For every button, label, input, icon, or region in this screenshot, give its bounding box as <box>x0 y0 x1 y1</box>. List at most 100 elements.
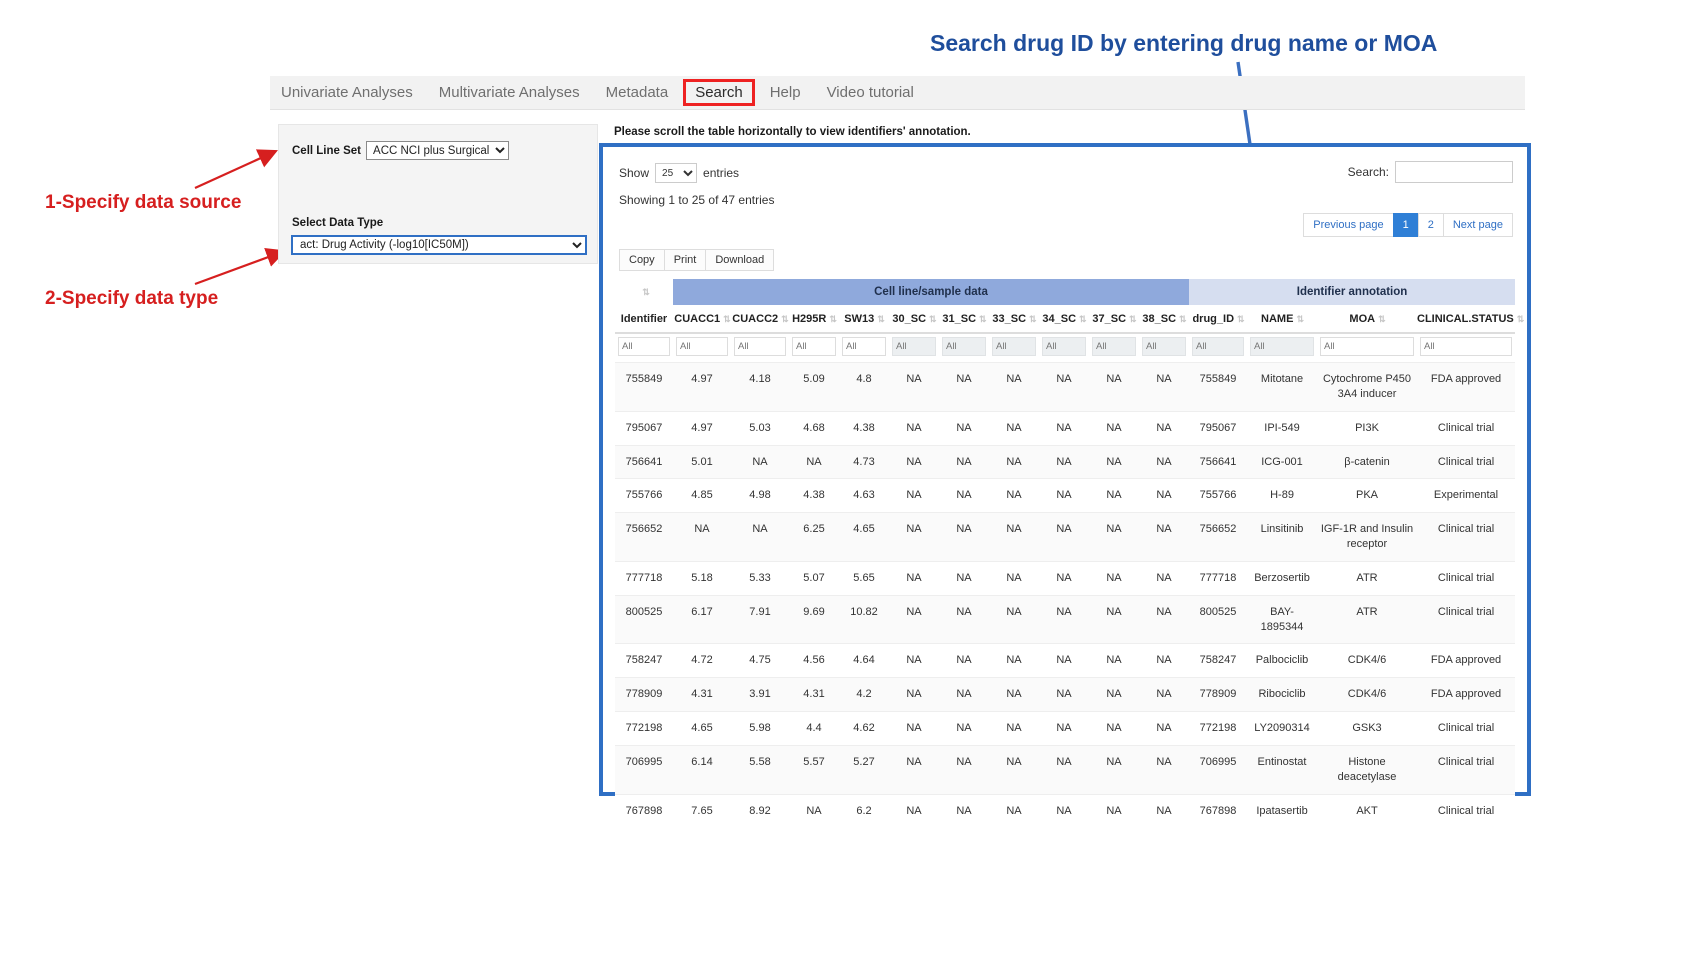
table-cell-33-sc: NA <box>989 512 1039 562</box>
table-cell-cuacc2: 4.18 <box>731 362 789 412</box>
filter-input-37-sc[interactable] <box>1092 337 1136 356</box>
table-row[interactable]: 756652 NA NA 6.25 4.65 NA NA NA NA NA NA 756652 Lins… <box>615 512 1516 562</box>
table-row[interactable]: 758247 4.72 4.75 4.56 4.64 NA NA NA NA NA NA 758247… <box>615 643 1516 678</box>
sort-icon[interactable]: ⇅ <box>1079 313 1086 324</box>
table-row[interactable]: 755849 4.97 4.18 5.09 4.8 NA NA NA NA NA NA 755849 M… <box>615 362 1516 412</box>
control-panel: Cell Line Set ACC NCI plus Surgical Sele… <box>278 124 598 264</box>
table-cell-name: LY2090314 <box>1247 711 1318 746</box>
select-data-type-dropdown[interactable]: act: Drug Activity (-log10[IC50M]) <box>291 235 587 255</box>
filter-input-33-sc[interactable] <box>992 337 1036 356</box>
sort-icon[interactable]: ⇅ <box>979 313 986 324</box>
page-2-button[interactable]: 2 <box>1417 213 1444 237</box>
filter-input-drug-id[interactable] <box>1192 337 1245 356</box>
filter-input-30-sc[interactable] <box>892 337 936 356</box>
column-header-sw13[interactable]: SW13 ⇅ <box>839 305 889 334</box>
sort-icon[interactable]: ⇅ <box>877 313 884 324</box>
column-header-33-sc[interactable]: 33_SC ⇅ <box>989 305 1039 334</box>
table-cell-sw13: 5.65 <box>839 560 889 596</box>
nav-item-multivariate-analyses[interactable]: Multivariate Analyses <box>438 84 580 101</box>
column-header-clinical-status[interactable]: CLINICAL.STATUS ⇅ <box>1417 305 1524 334</box>
sort-icon[interactable]: ⇅ <box>1129 313 1136 324</box>
column-header-31-sc[interactable]: 31_SC ⇅ <box>939 305 989 334</box>
table-cell-30-sc: NA <box>889 643 939 678</box>
table-row[interactable]: 755766 4.85 4.98 4.38 4.63 NA NA NA NA NA NA 755766… <box>615 478 1516 513</box>
sort-icon[interactable]: ⇅ <box>1296 313 1303 324</box>
table-cell-clinical-status: Clinical trial <box>1417 793 1516 828</box>
entries-per-page-select[interactable]: 25 <box>655 163 698 183</box>
table-row[interactable]: 772198 4.65 5.98 4.4 4.62 NA NA NA NA NA NA 772198 L… <box>615 711 1516 746</box>
copy-button[interactable]: Copy <box>619 249 665 271</box>
column-header-30-sc[interactable]: 30_SC ⇅ <box>889 305 939 334</box>
nav-item-univariate-analyses[interactable]: Univariate Analyses <box>281 84 413 101</box>
filter-input-38-sc[interactable] <box>1142 337 1187 356</box>
filter-input-name[interactable] <box>1250 337 1315 356</box>
showing-entries-info: Showing 1 to 25 of 47 entries <box>619 193 775 207</box>
table-row[interactable]: 778909 4.31 3.91 4.31 4.2 NA NA NA NA NA NA 778909 R… <box>615 677 1516 712</box>
filter-input-cuacc1[interactable] <box>676 337 728 356</box>
page-1-button[interactable]: 1 <box>1392 213 1419 237</box>
sort-icon[interactable]: ⇅ <box>723 313 730 324</box>
filter-input-sw13[interactable] <box>842 337 886 356</box>
sort-icon[interactable]: ⇅ <box>781 313 788 324</box>
column-header-h295r[interactable]: H295R ⇅ <box>789 305 839 334</box>
table-cell-identifier: 706995 <box>615 744 673 795</box>
sort-icon[interactable]: ⇅ <box>1378 313 1385 324</box>
sort-icon[interactable]: ⇅ <box>1516 313 1524 324</box>
cell-line-set-select[interactable]: ACC NCI plus Surgical <box>366 141 510 160</box>
table-cell-37-sc: NA <box>1089 362 1139 412</box>
table-cell-name: Ribociclib <box>1247 677 1318 712</box>
print-button[interactable]: Print <box>663 249 707 271</box>
filter-input-moa[interactable] <box>1320 337 1415 356</box>
column-header-name[interactable]: NAME ⇅ <box>1247 305 1318 334</box>
filter-input-clinical-status[interactable] <box>1420 337 1513 356</box>
table-cell-identifier: 767898 <box>615 793 673 828</box>
table-cell-name: IPI-549 <box>1247 410 1318 446</box>
column-header-cuacc2[interactable]: CUACC2 ⇅ <box>731 305 789 334</box>
table-cell-31-sc: NA <box>939 744 989 795</box>
column-header-34-sc[interactable]: 34_SC ⇅ <box>1039 305 1089 334</box>
table-cell-h295r: 4.38 <box>789 478 839 513</box>
table-row[interactable]: 777718 5.18 5.33 5.07 5.65 NA NA NA NA NA NA 777718… <box>615 560 1516 596</box>
table-search-input[interactable] <box>1395 161 1513 183</box>
previous-page-button[interactable]: Previous page <box>1303 213 1394 237</box>
table-cell-cuacc2: 5.98 <box>731 711 789 746</box>
filter-input-identifier[interactable] <box>618 337 670 356</box>
select-data-type-label: Select Data Type <box>292 217 384 229</box>
column-header-identifier[interactable]: Identifier <box>615 305 673 334</box>
nav-item-help[interactable]: Help <box>769 84 801 101</box>
table-row[interactable]: 795067 4.97 5.03 4.68 4.38 NA NA NA NA NA NA 795067… <box>615 410 1516 446</box>
group-header-identifier-annotation: Identifier annotation <box>1189 279 1516 305</box>
sort-icon[interactable]: ⇅ <box>1179 313 1186 324</box>
table-cell-38-sc: NA <box>1139 362 1190 412</box>
table-cell-33-sc: NA <box>989 560 1039 596</box>
table-cell-drug-id: 777718 <box>1189 560 1248 596</box>
sort-icon[interactable]: ⇅ <box>929 313 936 324</box>
column-header-drug-id[interactable]: drug_ID ⇅ <box>1189 305 1248 334</box>
sort-icon[interactable]: ⇅ <box>642 287 649 297</box>
scroll-hint-text: Please scroll the table horizontally to … <box>614 126 971 138</box>
table-cell-sw13: 4.38 <box>839 410 889 446</box>
sort-icon[interactable]: ⇅ <box>1237 313 1244 324</box>
table-row[interactable]: 756641 5.01 NA NA 4.73 NA NA NA NA NA NA 756641 ICG-… <box>615 444 1516 479</box>
nav-item-metadata[interactable]: Metadata <box>605 84 669 101</box>
table-row[interactable]: 800525 6.17 7.91 9.69 10.82 NA NA NA NA NA NA 80052… <box>615 594 1516 644</box>
column-header-cuacc1[interactable]: CUACC1 ⇅ <box>673 305 731 334</box>
column-header-moa[interactable]: MOA ⇅ <box>1317 305 1418 334</box>
nav-item-video-tutorial[interactable]: Video tutorial <box>826 84 914 101</box>
sort-icon[interactable]: ⇅ <box>829 313 836 324</box>
column-header-38-sc[interactable]: 38_SC ⇅ <box>1139 305 1190 334</box>
next-page-button[interactable]: Next page <box>1442 213 1513 237</box>
column-header-37-sc[interactable]: 37_SC ⇅ <box>1089 305 1139 334</box>
column-filter-cell <box>1247 333 1317 363</box>
download-button[interactable]: Download <box>705 249 775 271</box>
table-row[interactable]: 767898 7.65 8.92 NA 6.2 NA NA NA NA NA NA 767898 Ipa… <box>615 793 1516 828</box>
table-cell-34-sc: NA <box>1039 410 1089 446</box>
filter-input-31-sc[interactable] <box>942 337 986 356</box>
filter-input-h295r[interactable] <box>792 337 836 356</box>
column-filter-cell <box>1317 333 1417 363</box>
filter-input-cuacc2[interactable] <box>734 337 786 356</box>
sort-icon[interactable]: ⇅ <box>1029 313 1036 324</box>
filter-input-34-sc[interactable] <box>1042 337 1086 356</box>
nav-item-search[interactable]: Search <box>683 79 755 106</box>
table-row[interactable]: 706995 6.14 5.58 5.57 5.27 NA NA NA NA NA NA 706995… <box>615 744 1516 795</box>
